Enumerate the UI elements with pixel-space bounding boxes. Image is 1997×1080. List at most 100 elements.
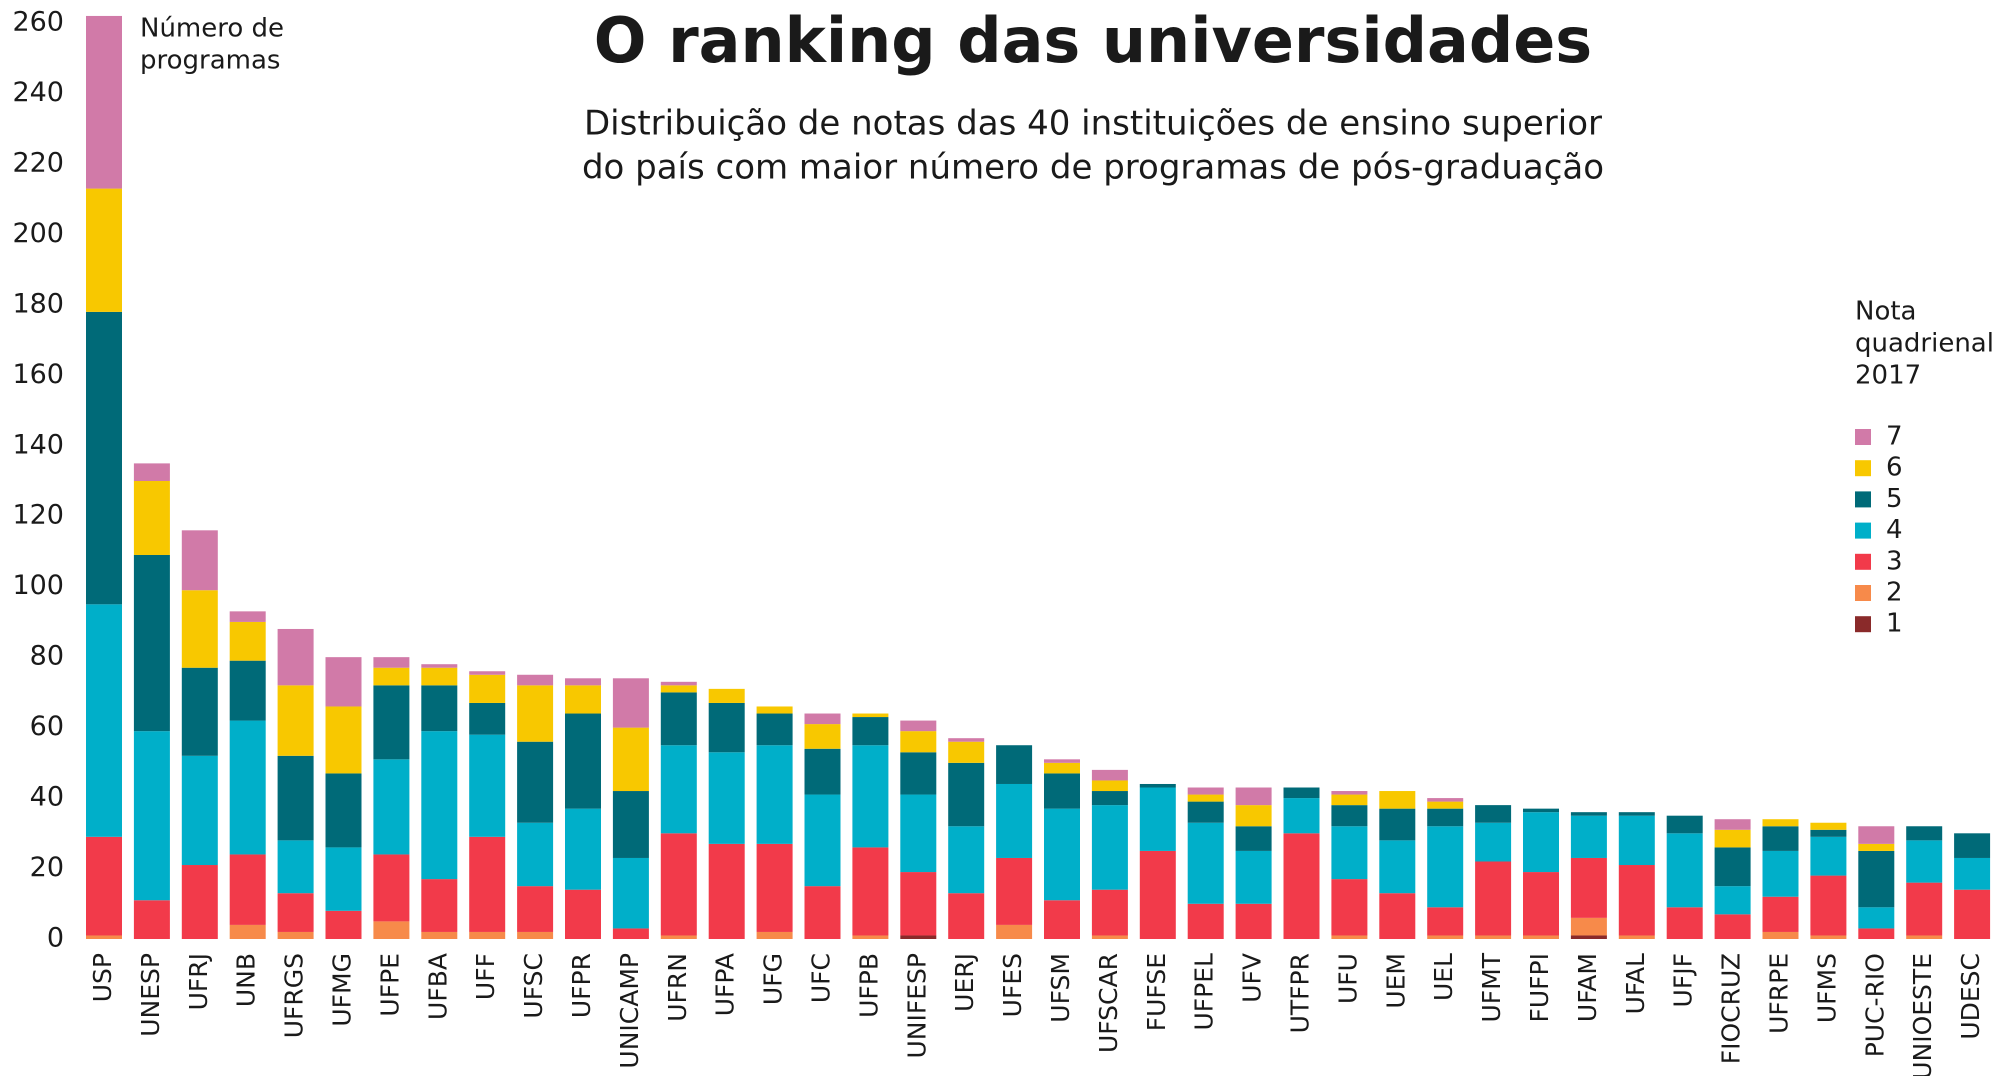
bar-segment	[852, 935, 889, 939]
bar-segment	[1858, 928, 1895, 939]
bar-segment	[1091, 889, 1128, 936]
bar-segment	[1427, 907, 1464, 936]
bar-segment	[612, 727, 649, 792]
bar-segment	[1762, 850, 1799, 897]
bar-segment	[612, 791, 649, 858]
legend-label: 6	[1886, 453, 1903, 483]
bar-segment	[996, 857, 1033, 925]
x-tick-label: UNIOESTE	[1908, 953, 1937, 1076]
y-tick-label: 200	[12, 218, 64, 249]
bar-segment	[804, 886, 841, 939]
bar-segment	[1187, 801, 1224, 823]
bar-segment	[1666, 833, 1703, 908]
bar-segment	[86, 188, 122, 312]
x-tick-label: UFRGS	[280, 953, 309, 1038]
x-tick-label: UFSC	[519, 953, 548, 1019]
subtitle: do país com maior número de programas de…	[582, 148, 1604, 188]
legend-title: 2017	[1855, 361, 1921, 391]
bar-segment	[373, 759, 410, 855]
x-tick-label: UNIFESP	[902, 953, 931, 1059]
bar-segment	[1618, 935, 1655, 939]
bar-segment	[804, 713, 841, 725]
bar-segment	[900, 872, 937, 936]
bar-segment	[1187, 787, 1224, 795]
bar-segment	[852, 847, 889, 936]
bar-segment	[469, 702, 506, 735]
bar-segment	[900, 731, 937, 753]
bar-segment	[852, 745, 889, 848]
chart-title: O ranking das universidades	[594, 4, 1592, 77]
bar-segment	[1714, 847, 1751, 887]
bar-segment	[1618, 865, 1655, 936]
bar-segment	[373, 854, 410, 922]
bar-segment	[133, 481, 170, 555]
y-axis-label: programas	[140, 46, 280, 76]
bar-segment	[1618, 815, 1655, 866]
bar-segment	[181, 590, 218, 668]
bar-segment	[1379, 840, 1416, 894]
x-tick-label: UFPB	[854, 953, 883, 1018]
x-tick-label: PUC-RIO	[1860, 953, 1889, 1057]
bar-segment	[86, 836, 122, 936]
bar-segment	[229, 660, 266, 721]
bar-segment	[229, 720, 266, 855]
bar-segment	[1091, 935, 1128, 939]
x-tick-label: UERJ	[950, 953, 979, 1012]
bar-segment	[1810, 822, 1847, 830]
bar-segment	[421, 685, 458, 732]
x-tick-label: UEL	[1429, 953, 1458, 1001]
legend-swatch	[1855, 429, 1871, 445]
bar-segment	[1235, 903, 1272, 939]
bar-segment	[373, 657, 410, 668]
bar-segment	[277, 840, 314, 894]
bar-segment	[421, 664, 458, 668]
bar-segment	[1523, 808, 1559, 813]
bar-segment	[1570, 935, 1607, 939]
bar-segment	[1331, 879, 1368, 936]
x-tick-label: UFAM	[1573, 953, 1602, 1022]
bar-segment	[325, 847, 362, 911]
y-tick-label: 60	[30, 711, 64, 742]
x-tick-label: UEM	[1381, 953, 1410, 1009]
bar-segment	[277, 893, 314, 932]
x-tick-label: UFES	[998, 953, 1027, 1017]
bar-segment	[660, 745, 697, 834]
bar-segment	[996, 924, 1033, 939]
bar-segment	[1044, 762, 1080, 774]
y-axis-label: Número de	[140, 14, 284, 44]
bar-segment	[421, 879, 458, 932]
bar-segment	[804, 724, 841, 749]
bar-segment	[1187, 794, 1224, 802]
bar-segment	[1139, 787, 1176, 851]
x-tick-label: UNICAMP	[615, 953, 644, 1069]
y-tick-label: 260	[12, 7, 64, 38]
bar-segment	[1331, 935, 1368, 939]
bar-segment	[612, 928, 649, 939]
bar-segment	[86, 15, 122, 189]
bar-segment	[1235, 850, 1272, 904]
bar-segment	[852, 713, 889, 718]
x-tick-label: UFV	[1238, 953, 1267, 1003]
y-tick-label: 0	[47, 923, 64, 954]
bar-segment	[1283, 833, 1320, 939]
subtitle: Distribuição de notas das 40 instituiçõe…	[584, 104, 1602, 144]
bar-segment	[1714, 829, 1751, 848]
bar-segment	[1666, 907, 1703, 939]
bar-segment	[1235, 787, 1272, 806]
legend-label: 1	[1886, 609, 1903, 639]
bar-segment	[1331, 794, 1368, 806]
bar-segment	[373, 667, 410, 686]
bar-segment	[660, 681, 697, 686]
bar-segment	[1283, 787, 1320, 799]
bar-segment	[1427, 826, 1464, 908]
bar-segment	[1283, 798, 1320, 834]
bar-segment	[565, 889, 601, 939]
x-tick-label: UFMT	[1477, 952, 1506, 1022]
bar-segment	[1570, 815, 1607, 858]
bar-segment	[756, 745, 793, 844]
bar-segment	[1044, 773, 1080, 809]
bar-segment	[756, 931, 793, 939]
bar-segment	[325, 657, 362, 707]
bar-segment	[948, 738, 985, 742]
bar-segment	[181, 667, 218, 756]
